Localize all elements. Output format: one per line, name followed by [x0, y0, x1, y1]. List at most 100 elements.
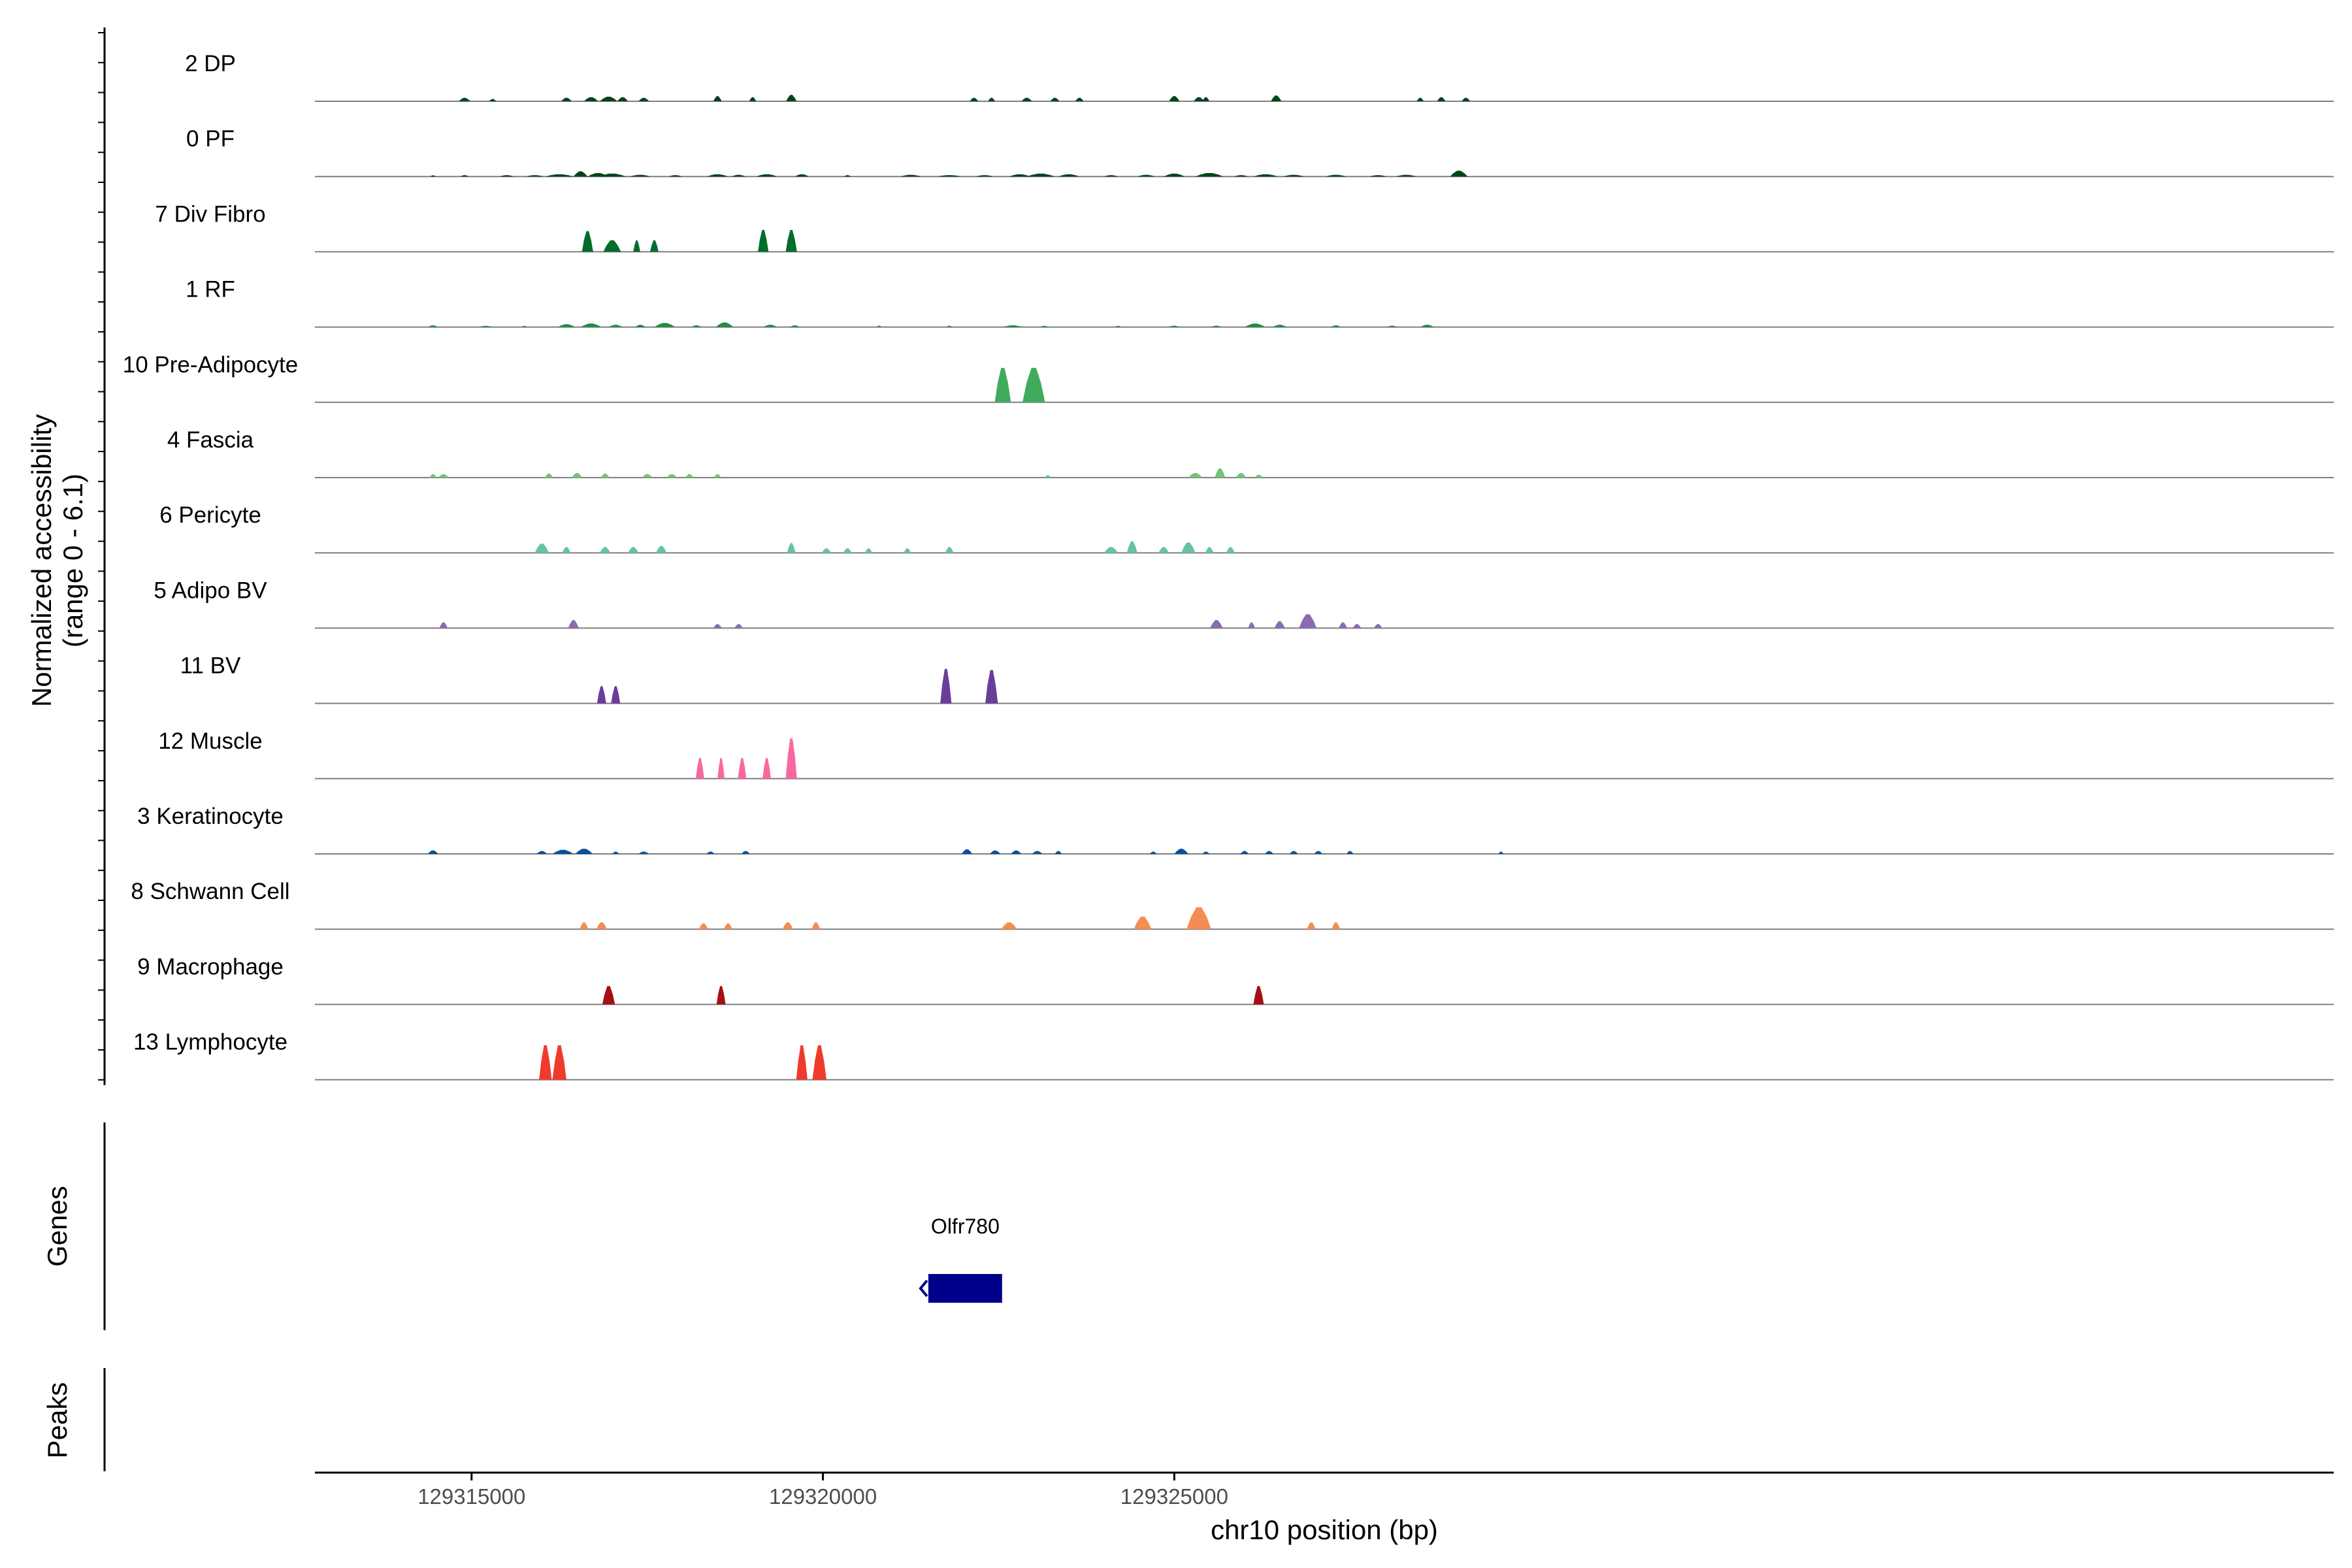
accessibility-peak [1233, 175, 1249, 177]
accessibility-peak [1339, 622, 1347, 629]
accessibility-peak [600, 547, 611, 553]
accessibility-peak [1325, 174, 1347, 177]
accessibility-peak [521, 325, 527, 327]
accessibility-peak [499, 175, 514, 177]
accessibility-peak [1075, 97, 1084, 101]
accessibility-peak [600, 473, 610, 478]
track-11: 8 Schwann Cell [131, 879, 2334, 930]
accessibility-peak [1032, 851, 1043, 854]
track-4: 10 Pre-Adipocyte [123, 352, 2334, 403]
y-axis-title-line1: Normalized accessibility [26, 414, 57, 707]
accessibility-peak [785, 230, 797, 252]
accessibility-peak [666, 474, 678, 478]
accessibility-peak [1188, 473, 1203, 478]
accessibility-peak [638, 97, 649, 101]
accessibility-peak [975, 175, 994, 177]
track-label: 12 Muscle [158, 728, 263, 754]
accessibility-peak [1235, 473, 1247, 478]
accessibility-peak [642, 474, 653, 478]
accessibility-peak [785, 738, 797, 779]
accessibility-peak [713, 624, 722, 629]
accessibility-peak [706, 851, 715, 854]
accessibility-peak [1299, 614, 1317, 629]
accessibility-peak [734, 624, 743, 629]
accessibility-peak [900, 174, 922, 177]
accessibility-peak [716, 986, 726, 1005]
accessibility-peak [685, 474, 694, 478]
track-2: 7 Div Fibro [155, 201, 2334, 253]
track-label: 7 Div Fibro [155, 201, 265, 227]
accessibility-peak [1289, 851, 1298, 854]
accessibility-peak [561, 97, 572, 101]
accessibility-peak [1369, 175, 1387, 177]
accessibility-peak [429, 474, 437, 478]
accessibility-peak [427, 325, 438, 327]
accessibility-peak [691, 325, 702, 327]
accessibility-peak [990, 850, 1001, 854]
track-3: 1 RF [186, 277, 2334, 328]
accessibility-peak [945, 547, 954, 553]
accessibility-tracks: 2 DP 0 PF 7 Div Fibro 1 RF 10 Pre-Adipocyte 4… [123, 51, 2334, 1081]
accessibility-peak [612, 851, 619, 854]
accessibility-peak [994, 368, 1011, 402]
accessibility-peak [796, 1045, 808, 1080]
track-label: 10 Pre-Adipocyte [123, 352, 298, 378]
accessibility-peak [460, 175, 469, 177]
track-13: 13 Lymphocyte [133, 1030, 2334, 1081]
peaks-panel-title: Peaks [42, 1382, 73, 1459]
accessibility-peak [1009, 174, 1030, 177]
accessibility-peak [1498, 851, 1504, 854]
accessibility-peak [970, 97, 979, 101]
track-8: 11 BV [180, 653, 2334, 704]
accessibility-peak [489, 99, 497, 101]
accessibility-peak [1240, 851, 1249, 854]
track-9: 12 Muscle [158, 728, 2334, 779]
track-0: 2 DP [185, 51, 2334, 102]
accessibility-peak [1169, 96, 1180, 101]
accessibility-peak [1181, 542, 1196, 553]
accessibility-peak [1271, 95, 1282, 101]
track-label: 11 BV [180, 653, 241, 679]
accessibility-peak [1226, 547, 1235, 553]
accessibility-peak [580, 323, 602, 327]
track-12: 9 Macrophage [137, 954, 2334, 1005]
accessibility-peak [1253, 174, 1278, 177]
accessibility-peak [1373, 624, 1382, 629]
accessibility-peak [794, 174, 809, 177]
accessibility-peak [707, 174, 728, 177]
accessibility-peak [1450, 171, 1468, 177]
accessibility-peak [1462, 97, 1471, 101]
accessibility-peak [1164, 173, 1185, 177]
accessibility-peak [1416, 97, 1424, 101]
accessibility-peak [629, 174, 651, 177]
accessibility-peak [536, 851, 547, 854]
accessibility-peak [539, 1045, 552, 1080]
track-label: 1 RF [186, 277, 235, 302]
accessibility-peak [596, 922, 607, 930]
track-label: 2 DP [185, 51, 236, 76]
accessibility-peak [787, 543, 796, 553]
accessibility-peak [478, 325, 493, 327]
accessibility-peak [617, 97, 629, 101]
track-7: 5 Adipo BV [154, 578, 2334, 629]
accessibility-peak [1211, 325, 1222, 327]
accessibility-peak [1044, 475, 1052, 478]
track-label: 4 Fascia [167, 427, 254, 453]
accessibility-peak [562, 547, 571, 553]
accessibility-peak [876, 325, 882, 327]
accessibility-peak [534, 544, 549, 553]
accessibility-peak [904, 548, 911, 553]
accessibility-peak [1195, 172, 1224, 177]
accessibility-peak [1115, 325, 1122, 327]
accessibility-peak [581, 231, 593, 252]
accessibility-peak [715, 322, 734, 327]
accessibility-peak [575, 849, 593, 854]
accessibility-peak [1248, 622, 1256, 629]
accessibility-peak [1186, 907, 1211, 930]
accessibility-peak [1194, 97, 1205, 101]
track-label: 6 Pericyte [159, 502, 261, 528]
accessibility-peak [946, 325, 953, 327]
accessibility-peak [1396, 174, 1417, 177]
accessibility-peak [1274, 621, 1285, 629]
